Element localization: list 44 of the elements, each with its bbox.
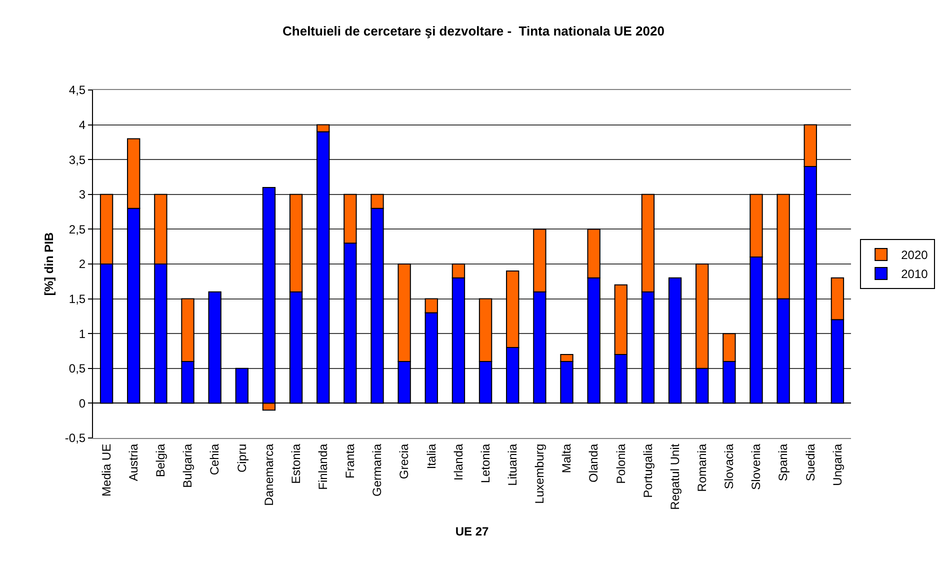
x-tick-label: Slovenia <box>749 443 764 490</box>
x-tick-label: Germania <box>370 443 384 496</box>
x-tick-label: Austria <box>126 443 141 482</box>
y-tick-label: 4 <box>78 118 86 132</box>
x-tick-label: Cehia <box>208 443 222 476</box>
y-tick-label: 0 <box>78 396 86 410</box>
chart-title: Cheltuieli de cercetare şi dezvoltare - Tinta nationala UE 2020 <box>282 24 664 39</box>
y-tick-label: 1 <box>78 326 86 341</box>
x-tick-label: Estonia <box>288 443 303 484</box>
x-tick-label: Spania <box>776 443 790 482</box>
x-tick-label: Franta <box>343 443 358 478</box>
x-tick-label: Belgia <box>154 443 168 478</box>
x-axis-title: UE 27 <box>455 524 489 539</box>
y-tick-label: 3,5 <box>68 152 86 167</box>
y-tick-label: 3 <box>78 188 86 202</box>
x-tick-label: Ungaria <box>830 443 844 486</box>
legend-label: 2010 <box>901 267 928 282</box>
y-tick-label: 1,5 <box>68 292 86 306</box>
x-tick-label: Irlanda <box>451 443 466 481</box>
x-tick-label: Portugalia <box>640 443 655 498</box>
x-tick-label: Slovacia <box>722 443 736 490</box>
x-tick-label: Bulgaria <box>180 443 195 488</box>
y-tick-label: 0,5 <box>68 362 86 376</box>
y-tick-label: 2 <box>78 257 86 272</box>
y-axis-title: [%] din PIB <box>42 232 56 296</box>
x-tick-label: Luxemburg <box>532 444 547 504</box>
legend-label: 2020 <box>901 248 928 262</box>
x-tick-label: Letonia <box>478 443 492 484</box>
x-tick-label: Suedia <box>803 443 818 482</box>
x-tick-label: Cipru <box>234 444 249 472</box>
x-tick-label: Finlanda <box>316 443 330 490</box>
x-tick-label: Malta <box>560 443 574 474</box>
x-tick-label: Italia <box>424 443 438 470</box>
x-tick-label: Olanda <box>586 443 601 483</box>
y-tick-label: 2,5 <box>68 222 86 236</box>
x-tick-label: Romania <box>695 443 710 492</box>
x-tick-label: Regatul Unit <box>668 443 682 510</box>
y-tick-label: 4,5 <box>68 83 86 98</box>
x-tick-label: Danemarca <box>262 443 276 506</box>
y-tick-label: -0,5 <box>64 431 86 446</box>
x-tick-label: Lituania <box>506 443 520 486</box>
x-tick-label: Polonia <box>614 443 628 484</box>
x-tick-label: Grecia <box>397 443 412 480</box>
x-tick-label: Media UE <box>99 444 114 496</box>
